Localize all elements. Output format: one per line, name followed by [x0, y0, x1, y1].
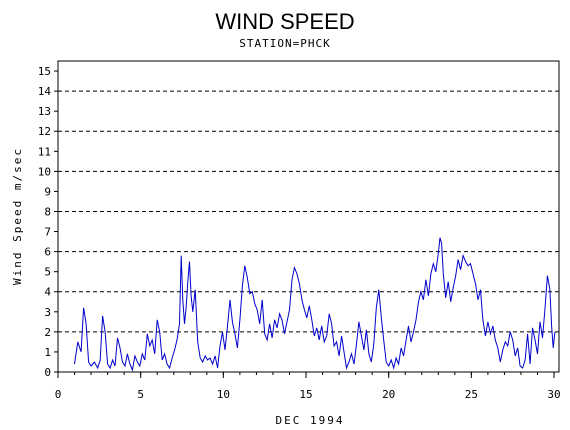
x-tick-label: 25 — [465, 388, 478, 401]
x-tick-label: 15 — [299, 388, 312, 401]
y-tick-label: 7 — [44, 226, 51, 239]
y-tick-label: 0 — [44, 366, 51, 379]
x-axis: 0 5 10 15 20 25 30 — [55, 372, 561, 401]
y-tick-label: 5 — [44, 266, 51, 279]
plot-frame — [57, 60, 560, 373]
chart-subtitle: STATION=PHCK — [239, 37, 330, 50]
y-tick-label: 11 — [38, 145, 51, 158]
x-tick-label: 30 — [547, 388, 560, 401]
y-tick-label: 12 — [38, 125, 51, 138]
y-tick-label: 14 — [38, 85, 52, 98]
y-tick-label: 3 — [44, 306, 51, 319]
x-tick-label: 20 — [382, 388, 395, 401]
y-gridlines — [58, 90, 559, 333]
y-tick-label: 13 — [38, 105, 51, 118]
y-tick-label: 1 — [44, 346, 51, 359]
x-axis-label: DEC 1994 — [276, 414, 345, 427]
y-tick-label: 6 — [44, 246, 51, 259]
y-tick-label: 10 — [38, 165, 51, 178]
y-tick-label: 9 — [44, 185, 51, 198]
y-tick-label: 8 — [44, 205, 51, 218]
x-tick-label: 10 — [217, 388, 230, 401]
y-tick-label: 2 — [44, 326, 51, 339]
chart-title: WIND SPEED — [215, 9, 354, 34]
y-tick-label: 15 — [38, 65, 51, 78]
y-tick-label: 4 — [44, 286, 51, 299]
series-line — [74, 237, 556, 372]
x-tick-label: 0 — [55, 388, 62, 401]
x-tick-label: 5 — [137, 388, 144, 401]
y-axis-label: Wind Speed m/sec — [11, 147, 24, 285]
